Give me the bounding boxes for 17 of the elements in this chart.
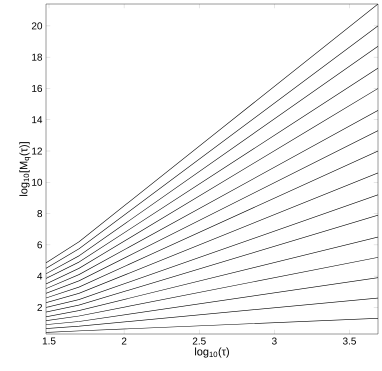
x-tick-label: 1.5: [42, 338, 56, 344]
y-tick-label: 6: [37, 241, 42, 248]
y-axis-title: log$_{10}$[M$_{q}$(τ)]: [19, 142, 31, 196]
y-tick-label: 12: [32, 148, 42, 154]
x-tick-label: 2: [122, 338, 126, 344]
x-tick-label: 3: [272, 338, 277, 345]
y-tick-label: 14: [32, 116, 42, 124]
x-tick-label: 3.5: [342, 338, 356, 345]
x-axis-title: log$_{10}$(τ): [195, 347, 229, 358]
y-tick-label: 10: [32, 178, 42, 186]
y-tick-label: 20: [32, 22, 42, 30]
y-tick-label: 4: [37, 272, 42, 280]
y-tick-label: 18: [32, 54, 42, 61]
y-tick-label: 8: [37, 210, 42, 218]
x-tick-label: 2.5: [192, 338, 206, 345]
y-tick-label: 16: [32, 84, 42, 92]
y-tick-label: 2: [37, 304, 42, 311]
